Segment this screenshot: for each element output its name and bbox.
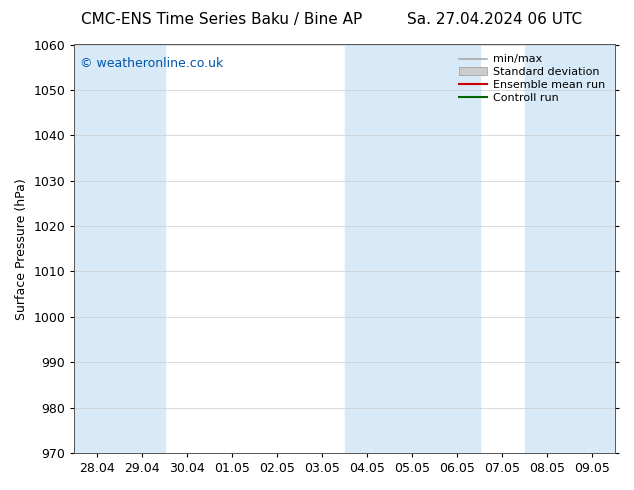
Text: Sa. 27.04.2024 06 UTC: Sa. 27.04.2024 06 UTC [407,12,582,27]
Bar [435,45,480,453]
Text: CMC-ENS Time Series Baku / Bine AP: CMC-ENS Time Series Baku / Bine AP [81,12,363,27]
Bar [345,45,390,453]
Bar [525,45,615,453]
Bar [119,45,164,453]
Bar [74,45,119,453]
Legend: min/max, Standard deviation, Ensemble mean run, Controll run: min/max, Standard deviation, Ensemble me… [455,50,609,107]
Text: © weatheronline.co.uk: © weatheronline.co.uk [80,57,223,70]
Bar [390,45,435,453]
Y-axis label: Surface Pressure (hPa): Surface Pressure (hPa) [15,178,28,319]
